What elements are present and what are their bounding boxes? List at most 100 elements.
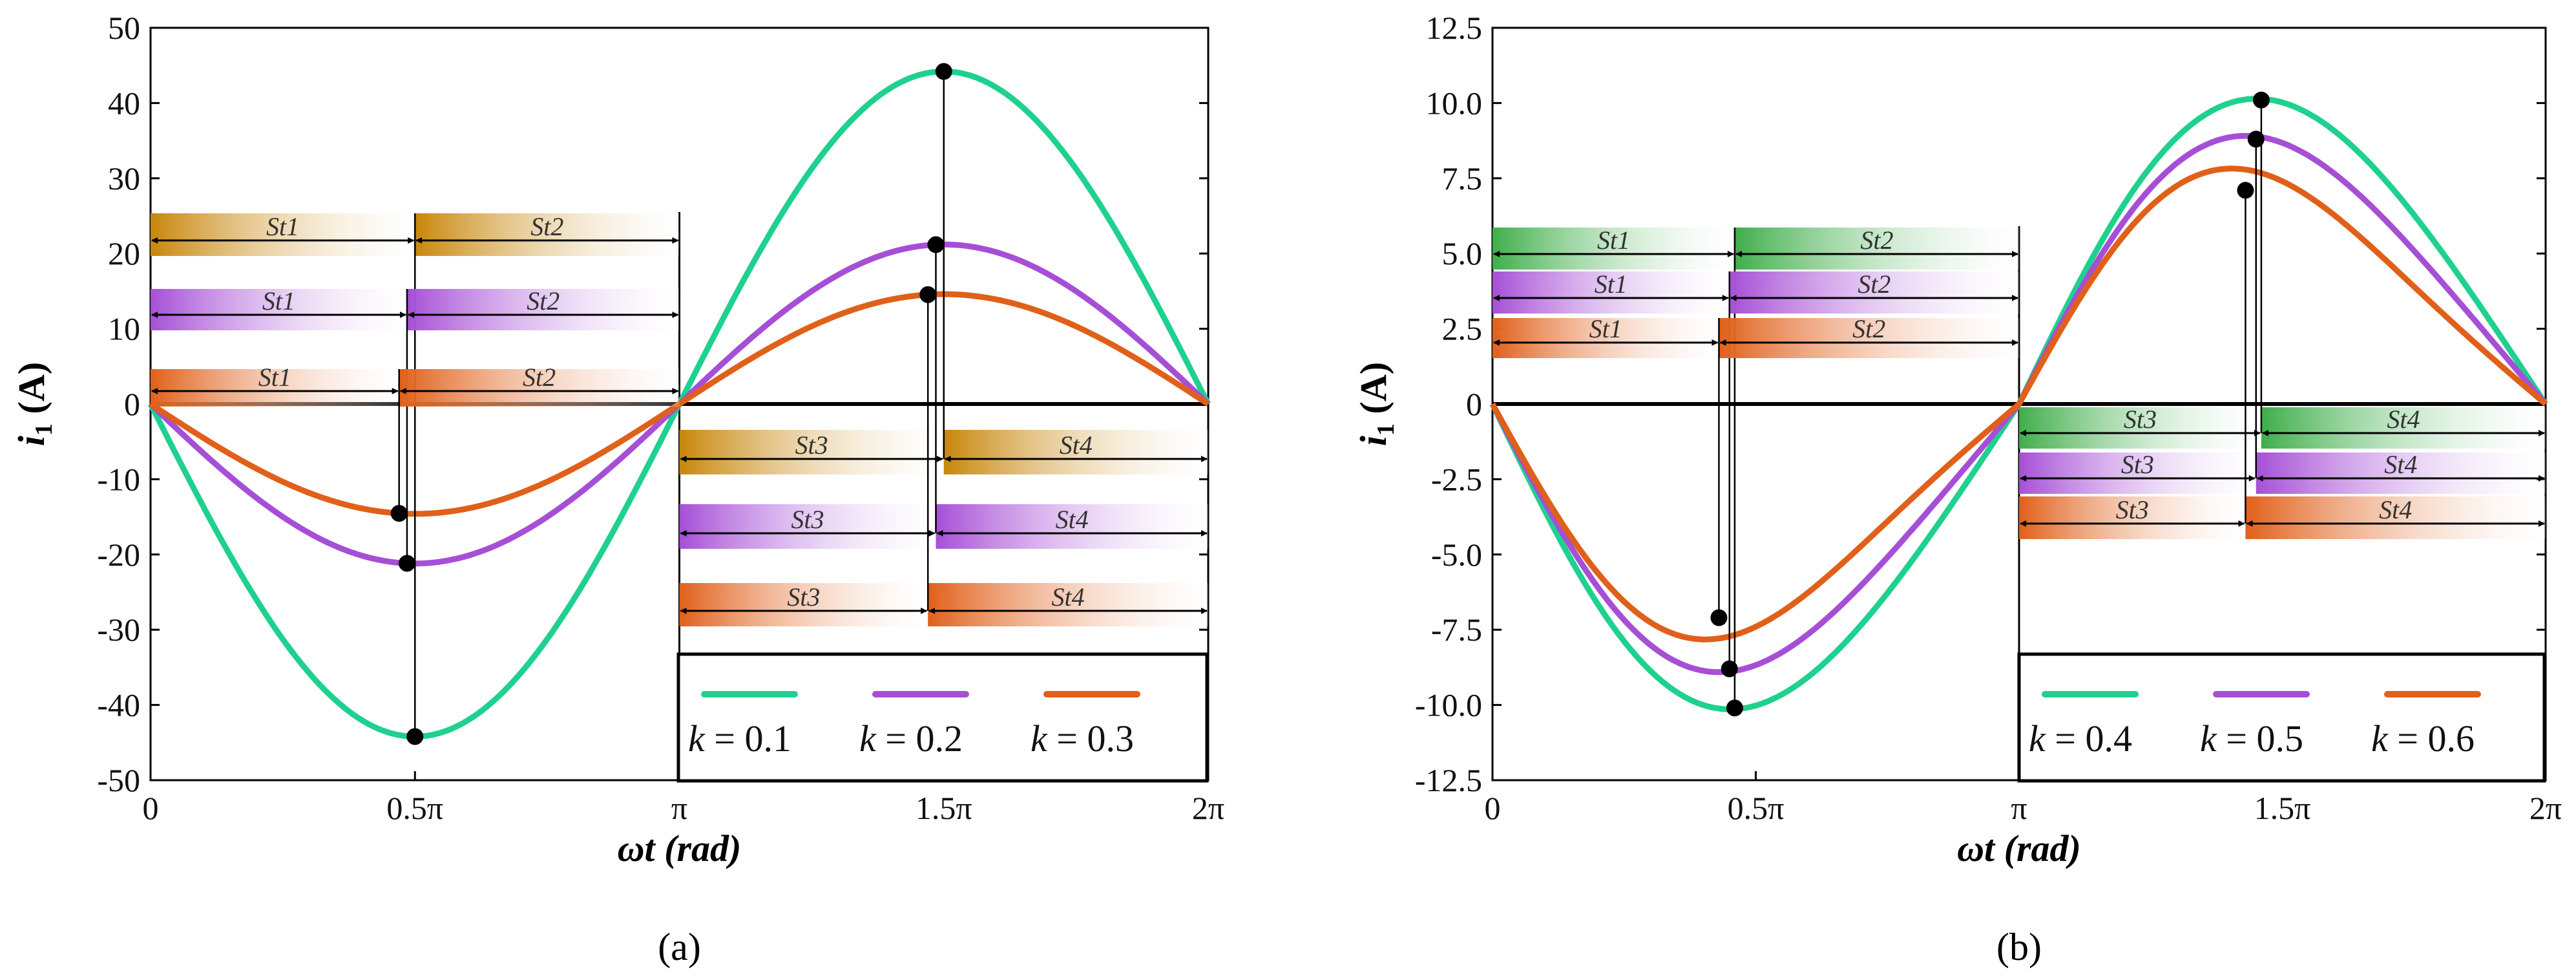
switch-point-marker [2252, 91, 2270, 109]
legend-label: k = 0.5 [2200, 718, 2303, 760]
x-axis-symbol: ωt [1957, 827, 1996, 869]
stage-bar-st1 [1492, 228, 1735, 270]
stage-label-st3: St3 [795, 431, 828, 460]
stage-bar-st3 [2019, 496, 2246, 539]
x-tick-label: 1.5π [916, 790, 972, 826]
switch-point-marker [2247, 131, 2265, 148]
x-axis-unit: (rad) [1995, 827, 2081, 869]
stage-bar-st3 [2019, 452, 2256, 494]
stage-label-st3: St3 [787, 582, 820, 611]
stage-label-st1: St1 [266, 212, 299, 241]
y-tick-label: -10.0 [1415, 687, 1482, 723]
legend-label: k = 0.4 [2029, 718, 2132, 760]
y-tick-label: 5.0 [1442, 235, 1483, 271]
y-axis-subscript: 1 [1372, 423, 1399, 436]
x-tick-label: π [671, 790, 687, 826]
y-tick-label: 10 [108, 311, 140, 347]
stage-bar-st3 [2019, 407, 2261, 449]
stage-bar-st2 [406, 289, 680, 330]
stage-label-st2: St2 [523, 363, 556, 392]
panel-caption: (a) [658, 926, 701, 968]
stage-label-st1: St1 [258, 363, 291, 392]
stage-bar-st4 [936, 504, 1208, 549]
y-tick-label: 7.5 [1442, 160, 1483, 197]
legend-k-value: = 0.1 [705, 718, 791, 760]
legend-k: k [1031, 718, 1048, 760]
legend-k: k [859, 718, 877, 760]
stage-label-st4: St4 [2384, 450, 2417, 479]
legend-k: k [688, 718, 706, 760]
y-tick-label: -7.5 [1431, 611, 1482, 648]
x-axis-symbol: ωt [618, 827, 656, 869]
x-axis-label: ωt (rad) [618, 827, 742, 869]
y-tick-label: 10.0 [1426, 85, 1483, 121]
y-tick-label: 20 [108, 235, 140, 271]
legend-label: k = 0.2 [859, 718, 963, 760]
stage-label-st1: St1 [1595, 270, 1628, 299]
stage-bar-st2 [415, 213, 680, 256]
stage-bar-st4 [928, 583, 1208, 626]
x-tick-label: 1.5π [2254, 790, 2311, 826]
stage-label-st4: St4 [2379, 495, 2412, 524]
stage-bar-st2 [1734, 228, 2019, 270]
legend-box [676, 652, 1209, 783]
y-tick-label: -50 [97, 762, 140, 798]
panel-caption: (b) [1996, 926, 2042, 968]
y-axis-subscript: 1 [30, 423, 58, 436]
stage-label-st2: St2 [1858, 270, 1890, 299]
switch-point-marker [935, 63, 952, 80]
y-axis-label: i1 (A) [1352, 362, 1399, 446]
legend-k-value: = 0.5 [2217, 718, 2303, 760]
switch-point-marker [2237, 182, 2254, 199]
y-tick-label: 50 [108, 10, 140, 46]
chart-panel-b: 12.5 10.0 7.5 5.0 2.5 0 -2.5 -5.0 -7.5 -10.0 -12.5… [1352, 10, 2562, 968]
switch-point-marker [390, 505, 408, 522]
y-tick-label: 12.5 [1426, 10, 1483, 46]
x-tick-label: 2π [1192, 790, 1224, 826]
stage-label-st4: St4 [1060, 431, 1093, 460]
y-tick-label: 0 [1466, 386, 1482, 422]
stage-bar-st1 [1492, 318, 1719, 358]
x-tick-label: 2π [2529, 790, 2562, 826]
stage-bar-st1 [1492, 271, 1730, 314]
legend-label: k = 0.1 [688, 718, 791, 760]
x-axis-label: ωt (rad) [1957, 827, 2081, 869]
y-axis-unit: (A) [10, 362, 52, 423]
legend-k-value: = 0.6 [2388, 718, 2475, 760]
y-tick-label: -30 [97, 611, 140, 648]
y-axis-symbol: i [1352, 436, 1394, 446]
stage-bar-st4 [943, 430, 1208, 474]
stage-bar-st1 [151, 289, 407, 330]
stage-label-st2: St2 [527, 286, 560, 315]
x-tick-label: π [2011, 790, 2027, 826]
y-tick-label: 0 [124, 386, 140, 422]
series-line-k0.6 [1490, 165, 2548, 643]
stage-bar-st3 [679, 504, 936, 549]
stage-bar-st4 [2245, 496, 2546, 539]
legend-k-value: = 0.2 [876, 718, 963, 760]
legend-k-value: = 0.3 [1047, 718, 1134, 760]
y-axis-unit: (A) [1352, 362, 1394, 423]
legend-k: k [2200, 718, 2217, 760]
stage-label-st4: St4 [1052, 582, 1085, 611]
y-axis-symbol: i [10, 436, 52, 446]
stage-label-st3: St3 [2116, 495, 2149, 524]
legend-k: k [2029, 718, 2046, 760]
switch-point-marker [406, 728, 424, 745]
stage-bar-st2 [1729, 271, 2019, 314]
stage-label-st3: St3 [791, 505, 824, 534]
stage-label-st3: St3 [2121, 450, 2154, 479]
stage-label-st3: St3 [2124, 405, 2157, 434]
stage-label-st4: St4 [1056, 505, 1089, 534]
stage-bar-st3 [679, 430, 944, 474]
y-tick-label: 2.5 [1442, 311, 1483, 347]
stage-label-st2: St2 [1852, 314, 1885, 343]
stage-bar-st2 [1719, 318, 2019, 358]
legend-k: k [2371, 718, 2389, 760]
switch-point-marker [927, 236, 945, 253]
switch-point-marker [1726, 699, 1743, 717]
legend-label: k = 0.6 [2371, 718, 2475, 760]
y-tick-label: 30 [108, 160, 140, 197]
